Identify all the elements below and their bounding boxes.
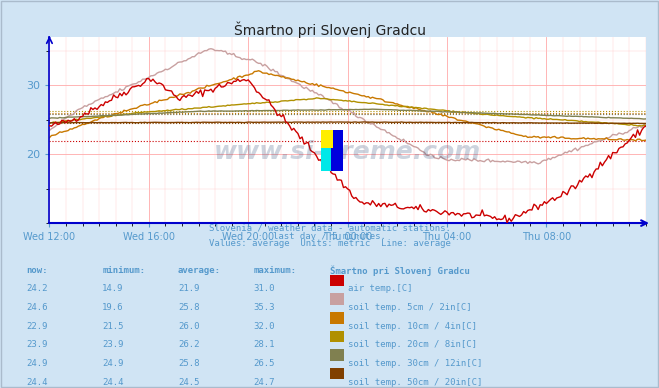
Text: 26.2: 26.2 bbox=[178, 340, 200, 349]
Text: 14.9: 14.9 bbox=[102, 284, 124, 293]
Text: last day / 5 minutes.: last day / 5 minutes. bbox=[273, 232, 386, 241]
Text: 28.1: 28.1 bbox=[254, 340, 275, 349]
Text: Šmartno pri Slovenj Gradcu: Šmartno pri Slovenj Gradcu bbox=[330, 266, 469, 276]
Text: soil temp. 20cm / 8in[C]: soil temp. 20cm / 8in[C] bbox=[348, 340, 477, 349]
Text: 31.0: 31.0 bbox=[254, 284, 275, 293]
Text: air temp.[C]: air temp.[C] bbox=[348, 284, 413, 293]
Text: 25.8: 25.8 bbox=[178, 359, 200, 368]
Text: 22.9: 22.9 bbox=[26, 322, 48, 331]
Text: 24.4: 24.4 bbox=[26, 378, 48, 386]
Text: 24.7: 24.7 bbox=[254, 378, 275, 386]
Text: 25.8: 25.8 bbox=[178, 303, 200, 312]
Text: 24.4: 24.4 bbox=[102, 378, 124, 386]
Text: 24.9: 24.9 bbox=[102, 359, 124, 368]
Text: soil temp. 30cm / 12in[C]: soil temp. 30cm / 12in[C] bbox=[348, 359, 482, 368]
Text: now:: now: bbox=[26, 266, 48, 275]
Text: Slovenia / weather data - automatic stations.: Slovenia / weather data - automatic stat… bbox=[208, 224, 451, 233]
Text: 26.5: 26.5 bbox=[254, 359, 275, 368]
Bar bbox=[331, 130, 343, 171]
Text: soil temp. 50cm / 20in[C]: soil temp. 50cm / 20in[C] bbox=[348, 378, 482, 386]
Text: 24.5: 24.5 bbox=[178, 378, 200, 386]
Text: maximum:: maximum: bbox=[254, 266, 297, 275]
Text: 26.0: 26.0 bbox=[178, 322, 200, 331]
Text: 21.5: 21.5 bbox=[102, 322, 124, 331]
Bar bbox=[321, 130, 333, 149]
Text: www.si-vreme.com: www.si-vreme.com bbox=[214, 140, 481, 165]
Text: 19.6: 19.6 bbox=[102, 303, 124, 312]
Text: 23.9: 23.9 bbox=[26, 340, 48, 349]
Text: 24.9: 24.9 bbox=[26, 359, 48, 368]
Text: 24.2: 24.2 bbox=[26, 284, 48, 293]
Text: soil temp. 10cm / 4in[C]: soil temp. 10cm / 4in[C] bbox=[348, 322, 477, 331]
Text: 35.3: 35.3 bbox=[254, 303, 275, 312]
Text: minimum:: minimum: bbox=[102, 266, 145, 275]
Text: Values: average  Units: metric  Line: average: Values: average Units: metric Line: aver… bbox=[208, 239, 451, 248]
Text: Šmartno pri Slovenj Gradcu: Šmartno pri Slovenj Gradcu bbox=[233, 21, 426, 38]
Text: average:: average: bbox=[178, 266, 221, 275]
Text: 23.9: 23.9 bbox=[102, 340, 124, 349]
Text: 24.6: 24.6 bbox=[26, 303, 48, 312]
Text: soil temp. 5cm / 2in[C]: soil temp. 5cm / 2in[C] bbox=[348, 303, 472, 312]
Text: 21.9: 21.9 bbox=[178, 284, 200, 293]
Bar bbox=[321, 130, 333, 171]
Text: 32.0: 32.0 bbox=[254, 322, 275, 331]
